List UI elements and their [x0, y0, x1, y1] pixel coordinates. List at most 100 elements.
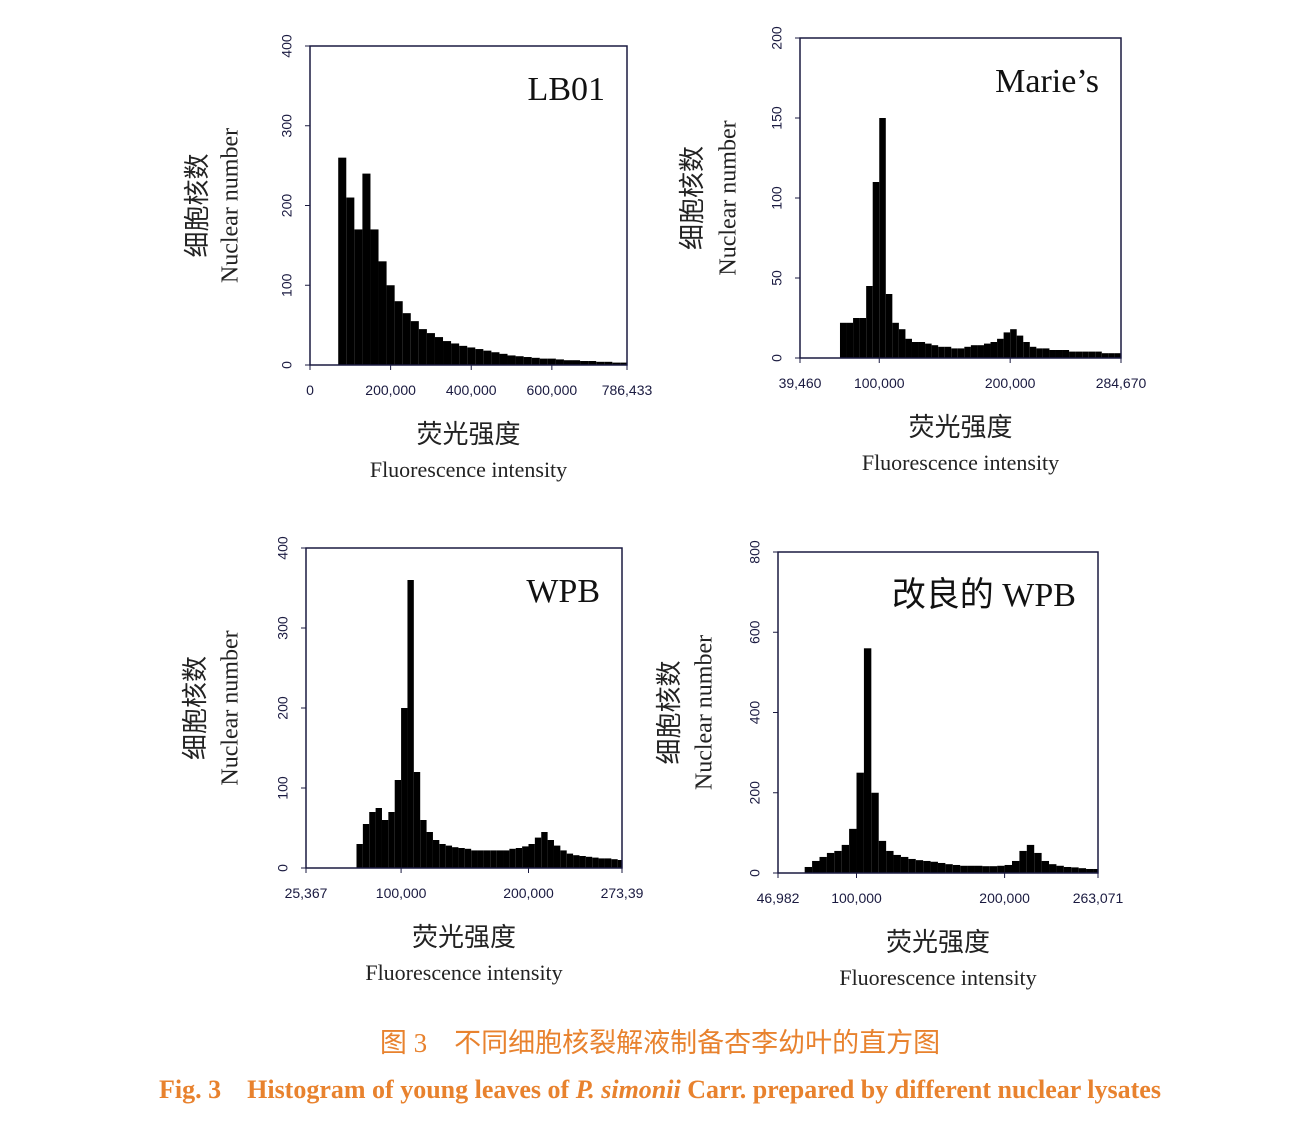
bar: [1114, 353, 1121, 358]
bar: [617, 860, 622, 868]
y-tick-label: 200: [275, 696, 291, 720]
bar: [967, 865, 975, 873]
x-axis-label: 荧光强度: [886, 928, 990, 957]
bar: [1069, 351, 1076, 358]
y-tick-label: 100: [279, 273, 295, 297]
bar: [522, 846, 529, 868]
bar: [596, 361, 605, 365]
bar: [871, 792, 879, 873]
bar: [443, 341, 452, 365]
caption-cn: 图 3 不同细胞核裂解液制备杏李幼叶的直方图: [380, 1028, 940, 1058]
bar: [496, 850, 504, 868]
x-tick-label: 600,000: [527, 382, 578, 398]
bar: [804, 866, 813, 873]
bar: [863, 648, 872, 873]
bar: [362, 173, 371, 365]
bar: [1042, 348, 1050, 358]
bar: [534, 837, 542, 868]
y-tick-label: 400: [279, 34, 295, 58]
x-axis-label: Fluorescence intensity: [365, 960, 562, 985]
bar: [402, 313, 411, 365]
bar: [819, 856, 827, 873]
y-tick-label: 100: [769, 186, 785, 210]
bar: [573, 855, 580, 868]
caption-part: Fig. 3 Histogram of young leaves of: [159, 1075, 576, 1104]
y-axis-label: Nuclear number: [716, 120, 742, 275]
bar: [420, 820, 427, 868]
bar: [458, 848, 465, 868]
bar: [338, 157, 347, 365]
x-tick-label: 200,000: [503, 885, 554, 901]
bar: [1063, 866, 1072, 873]
bar: [553, 845, 561, 868]
bar: [892, 322, 899, 358]
bar: [1088, 351, 1096, 358]
x-axis-label: 荧光强度: [908, 413, 1012, 442]
bar: [1108, 353, 1115, 358]
panel-label: WPB: [526, 573, 600, 610]
bar: [375, 808, 382, 868]
y-tick-label: 300: [279, 114, 295, 138]
y-tick-label: 200: [279, 194, 295, 218]
panel-label: LB01: [528, 71, 605, 108]
x-tick-label: 0: [306, 382, 314, 398]
y-tick-label: 0: [769, 354, 785, 362]
y-tick-label: 150: [769, 106, 785, 130]
x-tick-label: 273,39: [601, 885, 644, 901]
bar: [362, 824, 370, 868]
bar: [841, 844, 850, 873]
bar: [579, 856, 586, 868]
bar: [853, 318, 860, 358]
bar: [1029, 346, 1037, 358]
bar: [945, 864, 953, 873]
bar: [1101, 353, 1109, 358]
y-tick-label: 0: [275, 864, 291, 872]
bar: [451, 343, 460, 365]
bar: [464, 848, 472, 868]
bar: [413, 772, 421, 868]
bar: [563, 360, 573, 365]
bar: [931, 345, 939, 358]
x-axis-label: 荧光强度: [416, 420, 520, 449]
bar: [547, 840, 554, 868]
bar: [866, 286, 873, 358]
y-tick-label: 50: [769, 270, 785, 286]
bar: [990, 342, 998, 358]
bar: [515, 356, 524, 365]
bar: [509, 848, 516, 868]
bar: [539, 358, 548, 365]
y-tick-label: 200: [769, 26, 785, 50]
bar: [475, 349, 484, 365]
bar: [1023, 342, 1030, 358]
y-tick-label: 100: [275, 776, 291, 800]
bar: [541, 832, 548, 868]
bar: [839, 322, 847, 358]
bar: [483, 350, 492, 365]
bar: [604, 361, 613, 365]
bar: [1016, 335, 1024, 358]
bar: [826, 852, 835, 873]
bar: [925, 343, 932, 358]
x-tick-label: 786,433: [602, 382, 653, 398]
bar: [878, 840, 887, 873]
bar: [989, 866, 998, 873]
bar: [477, 850, 484, 868]
y-tick-label: 400: [747, 701, 763, 725]
bar: [911, 342, 919, 358]
bar: [356, 844, 363, 868]
y-tick-label: 400: [275, 536, 291, 560]
bar: [918, 342, 926, 358]
bar: [923, 860, 931, 873]
x-tick-label: 263,071: [1073, 890, 1124, 906]
bar: [812, 860, 820, 873]
bar: [846, 322, 854, 358]
bar: [1036, 348, 1043, 358]
bar: [1026, 844, 1035, 873]
bar: [1093, 868, 1098, 873]
bar: [432, 840, 440, 868]
bar: [970, 345, 978, 358]
bar: [555, 359, 564, 365]
x-tick-label: 200,000: [365, 382, 416, 398]
bar: [471, 850, 478, 868]
bar: [515, 848, 523, 868]
